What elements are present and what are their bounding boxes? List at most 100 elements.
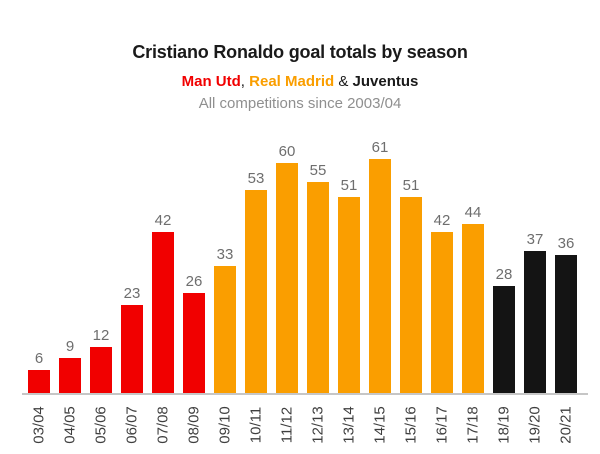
bar-value-label: 28: [495, 266, 513, 283]
x-tick-cell: 20/21: [555, 399, 577, 451]
legend-juventus: Juventus: [352, 73, 419, 90]
bar-14/15: [369, 159, 391, 393]
bar-cell-18/19: 28: [493, 267, 515, 393]
bar-17/18: [462, 224, 484, 393]
x-tick-cell: 11/12: [276, 399, 298, 451]
x-axis-tick-label: 11/12: [278, 406, 296, 444]
chart-legend: Man Utd, Real Madrid & Juventus: [0, 72, 600, 92]
x-tick-cell: 06/07: [121, 399, 143, 451]
x-axis-tick-label: 12/13: [309, 406, 327, 444]
bar-cell-03/04: 6: [28, 351, 50, 393]
bar-cell-05/06: 12: [90, 328, 112, 393]
x-tick-cell: 15/16: [400, 399, 422, 451]
x-axis-tick-label: 05/06: [92, 406, 110, 444]
x-axis-tick-label: 03/04: [30, 406, 48, 444]
bar-cell-07/08: 42: [152, 213, 174, 393]
bar-11/12: [276, 163, 298, 393]
x-tick-cell: 14/15: [369, 399, 391, 451]
x-tick-cell: 03/04: [28, 399, 50, 451]
bar-08/09: [183, 293, 205, 393]
x-axis-tick-label: 19/20: [526, 406, 544, 444]
bar-cell-17/18: 44: [462, 205, 484, 393]
chart-tagline: All competitions since 2003/04: [198, 95, 402, 112]
bar-15/16: [400, 197, 422, 393]
x-axis-tick-label: 20/21: [557, 406, 575, 444]
bar-value-label: 55: [309, 162, 327, 179]
bar-13/14: [338, 197, 360, 393]
bar-cell-09/10: 33: [214, 247, 236, 393]
bar-18/19: [493, 286, 515, 393]
x-tick-cell: 16/17: [431, 399, 453, 451]
bars-row: 6 9 12 23 42 26 33 53 60 55 51 61 51 42 44 28 37 36: [28, 138, 577, 393]
bar-cell-06/07: 23: [121, 286, 143, 393]
bar-20/21: [555, 255, 577, 393]
x-axis-tick-label: 17/18: [464, 406, 482, 444]
bar-value-label: 26: [185, 273, 203, 290]
legend-separator-2: &: [334, 73, 353, 90]
bar-cell-16/17: 42: [431, 213, 453, 393]
bar-16/17: [431, 232, 453, 393]
x-tick-cell: 08/09: [183, 399, 205, 451]
bar-cell-04/05: 9: [59, 339, 81, 393]
bar-cell-11/12: 60: [276, 144, 298, 393]
bar-cell-20/21: 36: [555, 236, 577, 393]
bar-10/11: [245, 190, 267, 393]
bar-value-label: 12: [92, 327, 110, 344]
bar-value-label: 42: [154, 212, 172, 229]
bar-09/10: [214, 266, 236, 393]
bar-cell-13/14: 51: [338, 178, 360, 393]
x-axis-tick-label: 15/16: [402, 406, 420, 444]
x-axis-tick-label: 07/08: [154, 406, 172, 444]
legend-man-utd: Man Utd: [181, 73, 241, 90]
x-axis-tick-label: 08/09: [185, 406, 203, 444]
bar-19/20: [524, 251, 546, 393]
bar-cell-14/15: 61: [369, 140, 391, 393]
bar-05/06: [90, 347, 112, 393]
bar-value-label: 23: [123, 285, 141, 302]
x-tick-cell: 07/08: [152, 399, 174, 451]
x-tick-cell: 04/05: [59, 399, 81, 451]
x-axis-tick-label: 18/19: [495, 406, 513, 444]
bar-value-label: 53: [247, 170, 265, 187]
bar-value-label: 51: [402, 177, 420, 194]
legend-real-madrid: Real Madrid: [249, 73, 335, 90]
x-tick-cell: 12/13: [307, 399, 329, 451]
bar-value-label: 9: [65, 338, 75, 355]
bar-cell-12/13: 55: [307, 163, 329, 393]
bar-value-label: 36: [557, 235, 575, 252]
bar-value-label: 60: [278, 143, 296, 160]
legend-separator-1: ,: [240, 73, 250, 90]
x-tick-cell: 10/11: [245, 399, 267, 451]
bar-value-label: 44: [464, 204, 482, 221]
bar-value-label: 37: [526, 231, 544, 248]
bar-value-label: 51: [340, 177, 358, 194]
bar-07/08: [152, 232, 174, 393]
bar-cell-15/16: 51: [400, 178, 422, 393]
x-axis-tick-label: 09/10: [216, 406, 234, 444]
x-axis-labels: 03/04 04/05 05/06 06/07 07/08 08/09 09/10 10/11…: [28, 399, 577, 451]
bar-value-label: 61: [371, 139, 389, 156]
bar-03/04: [28, 370, 50, 393]
bar-cell-08/09: 26: [183, 274, 205, 393]
x-tick-cell: 19/20: [524, 399, 546, 451]
x-axis-tick-label: 10/11: [247, 406, 265, 444]
bar-06/07: [121, 305, 143, 393]
bar-04/05: [59, 358, 81, 393]
x-axis-tick-label: 14/15: [371, 406, 389, 444]
bar-value-label: 6: [34, 350, 44, 367]
bar-cell-19/20: 37: [524, 232, 546, 393]
x-axis-tick-label: 04/05: [61, 406, 79, 444]
bar-value-label: 33: [216, 246, 234, 263]
bar-value-label: 42: [433, 212, 451, 229]
x-axis-tick-label: 06/07: [123, 406, 141, 444]
x-tick-cell: 05/06: [90, 399, 112, 451]
bar-cell-10/11: 53: [245, 171, 267, 393]
x-axis-tick-label: 13/14: [340, 406, 358, 444]
x-axis-tick-label: 16/17: [433, 406, 451, 444]
bar-12/13: [307, 182, 329, 393]
x-tick-cell: 13/14: [338, 399, 360, 451]
x-tick-cell: 09/10: [214, 399, 236, 451]
chart-title: Cristiano Ronaldo goal totals by season: [132, 42, 468, 62]
x-tick-cell: 18/19: [493, 399, 515, 451]
